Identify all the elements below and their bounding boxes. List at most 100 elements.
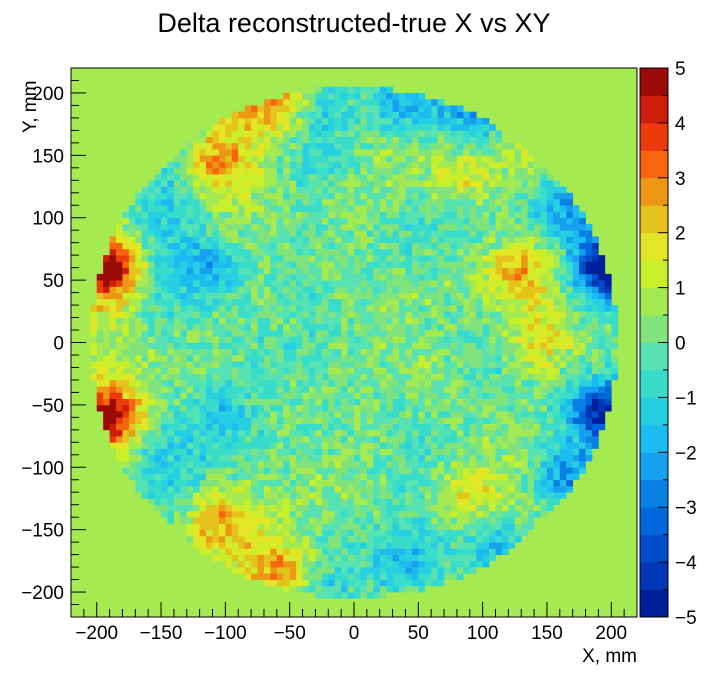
heatmap-cell	[347, 354, 355, 362]
heatmap-cell	[135, 417, 143, 424]
heatmap-cell	[206, 417, 213, 424]
heatmap-cell	[489, 417, 496, 424]
heatmap-cell	[444, 454, 451, 462]
heatmap-cell	[411, 211, 419, 219]
heatmap-cell	[379, 317, 387, 325]
heatmap-cell	[495, 267, 503, 275]
heatmap-cell	[444, 392, 451, 399]
heatmap-cell	[373, 492, 381, 499]
heatmap-cell	[366, 485, 374, 493]
heatmap-cell	[424, 423, 432, 431]
heatmap-cell	[399, 161, 406, 169]
heatmap-cell	[180, 155, 188, 162]
heatmap-cell	[534, 267, 541, 275]
heatmap-cell	[373, 242, 381, 250]
heatmap-cell	[527, 255, 535, 262]
heatmap-cell	[411, 286, 419, 293]
heatmap-cell	[231, 535, 239, 543]
heatmap-cell	[431, 205, 438, 212]
heatmap-cell	[559, 467, 567, 474]
heatmap-cell	[231, 492, 239, 499]
heatmap-cell	[263, 367, 271, 375]
heatmap-cell	[463, 467, 471, 474]
heatmap-cell	[141, 492, 149, 499]
heatmap-cell	[424, 205, 432, 212]
heatmap-cell	[212, 149, 220, 156]
heatmap-cell	[482, 323, 490, 331]
heatmap-cell	[283, 361, 291, 368]
heatmap-cell	[469, 336, 477, 343]
heatmap-cell	[263, 479, 271, 487]
heatmap-cell	[514, 155, 522, 162]
heatmap-cell	[167, 330, 175, 337]
heatmap-cell	[315, 242, 323, 250]
heatmap-cell	[495, 348, 503, 356]
heatmap-cell	[257, 361, 265, 368]
heatmap-cell	[199, 379, 207, 387]
heatmap-cell	[405, 529, 413, 537]
heatmap-cell	[341, 142, 348, 150]
heatmap-cell	[283, 330, 291, 337]
heatmap-cell	[482, 298, 490, 306]
heatmap-cell	[476, 298, 483, 306]
heatmap-cell	[399, 130, 406, 137]
heatmap-cell	[437, 267, 445, 275]
heatmap-cell	[186, 242, 194, 250]
heatmap-cell	[167, 186, 175, 194]
heatmap-cell	[534, 454, 541, 462]
heatmap-cell	[321, 105, 329, 113]
heatmap-cell	[154, 174, 162, 181]
heatmap-cell	[231, 529, 239, 537]
heatmap-cell	[109, 311, 117, 318]
heatmap-cell	[128, 255, 136, 262]
heatmap-cell	[450, 155, 458, 162]
heatmap-cell	[116, 436, 123, 443]
heatmap-cell	[527, 492, 535, 499]
heatmap-cell	[199, 149, 207, 156]
heatmap-cell	[495, 273, 503, 281]
heatmap-cell	[199, 317, 207, 325]
heatmap-cell	[379, 354, 387, 362]
heatmap-cell	[315, 510, 323, 518]
heatmap-cell	[154, 273, 162, 281]
heatmap-cell	[418, 255, 426, 262]
heatmap-cell	[218, 423, 226, 431]
heatmap-cell	[482, 248, 490, 256]
heatmap-cell	[482, 267, 490, 275]
heatmap-cell	[437, 255, 445, 262]
heatmap-cell	[405, 217, 413, 225]
heatmap-cell	[347, 404, 355, 412]
heatmap-cell	[263, 535, 271, 543]
heatmap-cell	[508, 523, 516, 531]
heatmap-cell	[437, 548, 445, 555]
heatmap-cell	[231, 205, 239, 212]
heatmap-cell	[296, 161, 303, 169]
heatmap-cell	[122, 398, 130, 406]
heatmap-cell	[154, 479, 162, 487]
heatmap-cell	[251, 236, 258, 244]
heatmap-cell	[206, 236, 213, 244]
heatmap-cell	[328, 517, 336, 524]
heatmap-cell	[206, 448, 213, 456]
heatmap-cell	[263, 342, 271, 350]
heatmap-cell	[469, 223, 477, 231]
heatmap-cell	[521, 161, 529, 169]
heatmap-cell	[379, 205, 387, 212]
heatmap-cell	[148, 261, 155, 268]
heatmap-cell	[193, 448, 200, 456]
heatmap-cell	[354, 417, 361, 424]
heatmap-cell	[116, 230, 123, 237]
heatmap-cell	[373, 192, 381, 200]
heatmap-cell	[540, 448, 548, 456]
heatmap-cell	[514, 342, 522, 350]
heatmap-cell	[456, 535, 464, 543]
heatmap-cell	[354, 330, 361, 337]
heatmap-cell	[328, 223, 336, 231]
heatmap-cell	[289, 205, 297, 212]
heatmap-cell	[546, 485, 554, 493]
heatmap-cell	[411, 348, 419, 356]
heatmap-cell	[527, 411, 535, 418]
heatmap-cell	[218, 548, 226, 555]
heatmap-cell	[167, 273, 175, 281]
heatmap-cell	[431, 523, 438, 531]
